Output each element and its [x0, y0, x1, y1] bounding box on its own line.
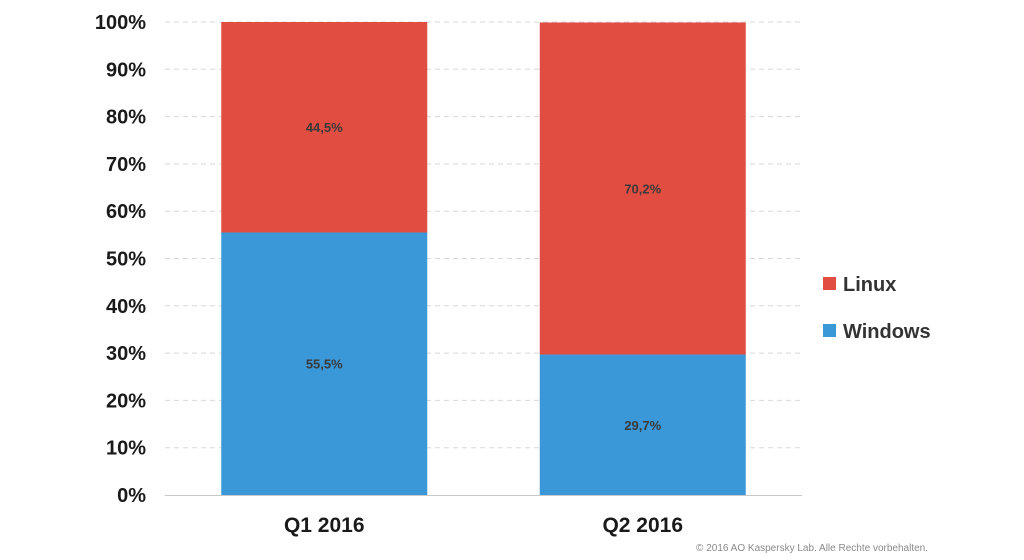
legend: Linux Windows — [823, 274, 931, 343]
y-tick-label: 60% — [106, 201, 146, 223]
legend-swatch — [823, 277, 836, 290]
bar-linux — [539, 22, 746, 355]
x-category-label: Q2 2016 — [602, 514, 683, 537]
data-label: 44,5% — [306, 120, 343, 135]
copyright-notice: © 2016 AO Kaspersky Lab. Alle Rechte vor… — [696, 543, 928, 554]
y-tick-label: 20% — [106, 390, 146, 412]
y-tick-label: 50% — [106, 249, 146, 271]
legend-label: Linux — [843, 274, 896, 296]
data-label: 29,7% — [624, 418, 661, 433]
x-axis-categories: Q1 2016 Q2 2016 — [284, 514, 683, 537]
legend-label: Windows — [843, 321, 931, 343]
legend-swatch — [823, 324, 836, 337]
x-category-label: Q1 2016 — [284, 514, 365, 537]
y-tick-label: 100% — [95, 12, 146, 34]
bar-windows — [221, 232, 428, 496]
y-tick-label: 90% — [106, 59, 146, 81]
y-tick-label: 40% — [106, 296, 146, 318]
y-tick-label: 70% — [106, 154, 146, 176]
y-axis-ticks: 0% 10% 20% 30% 40% 50% 60% 70% 80% 90% 100% — [95, 12, 146, 507]
y-tick-label: 80% — [106, 107, 146, 129]
y-tick-label: 30% — [106, 343, 146, 365]
y-tick-label: 0% — [117, 485, 146, 507]
data-label: 55,5% — [306, 357, 343, 372]
bar-linux — [221, 22, 428, 233]
grid-lines — [165, 21, 802, 449]
data-label: 70,2% — [624, 181, 661, 196]
bar-windows — [539, 354, 746, 495]
y-tick-label: 10% — [106, 438, 146, 460]
bars — [221, 22, 746, 496]
data-labels: 55,5% 44,5% 29,7% 70,2% — [306, 120, 662, 433]
